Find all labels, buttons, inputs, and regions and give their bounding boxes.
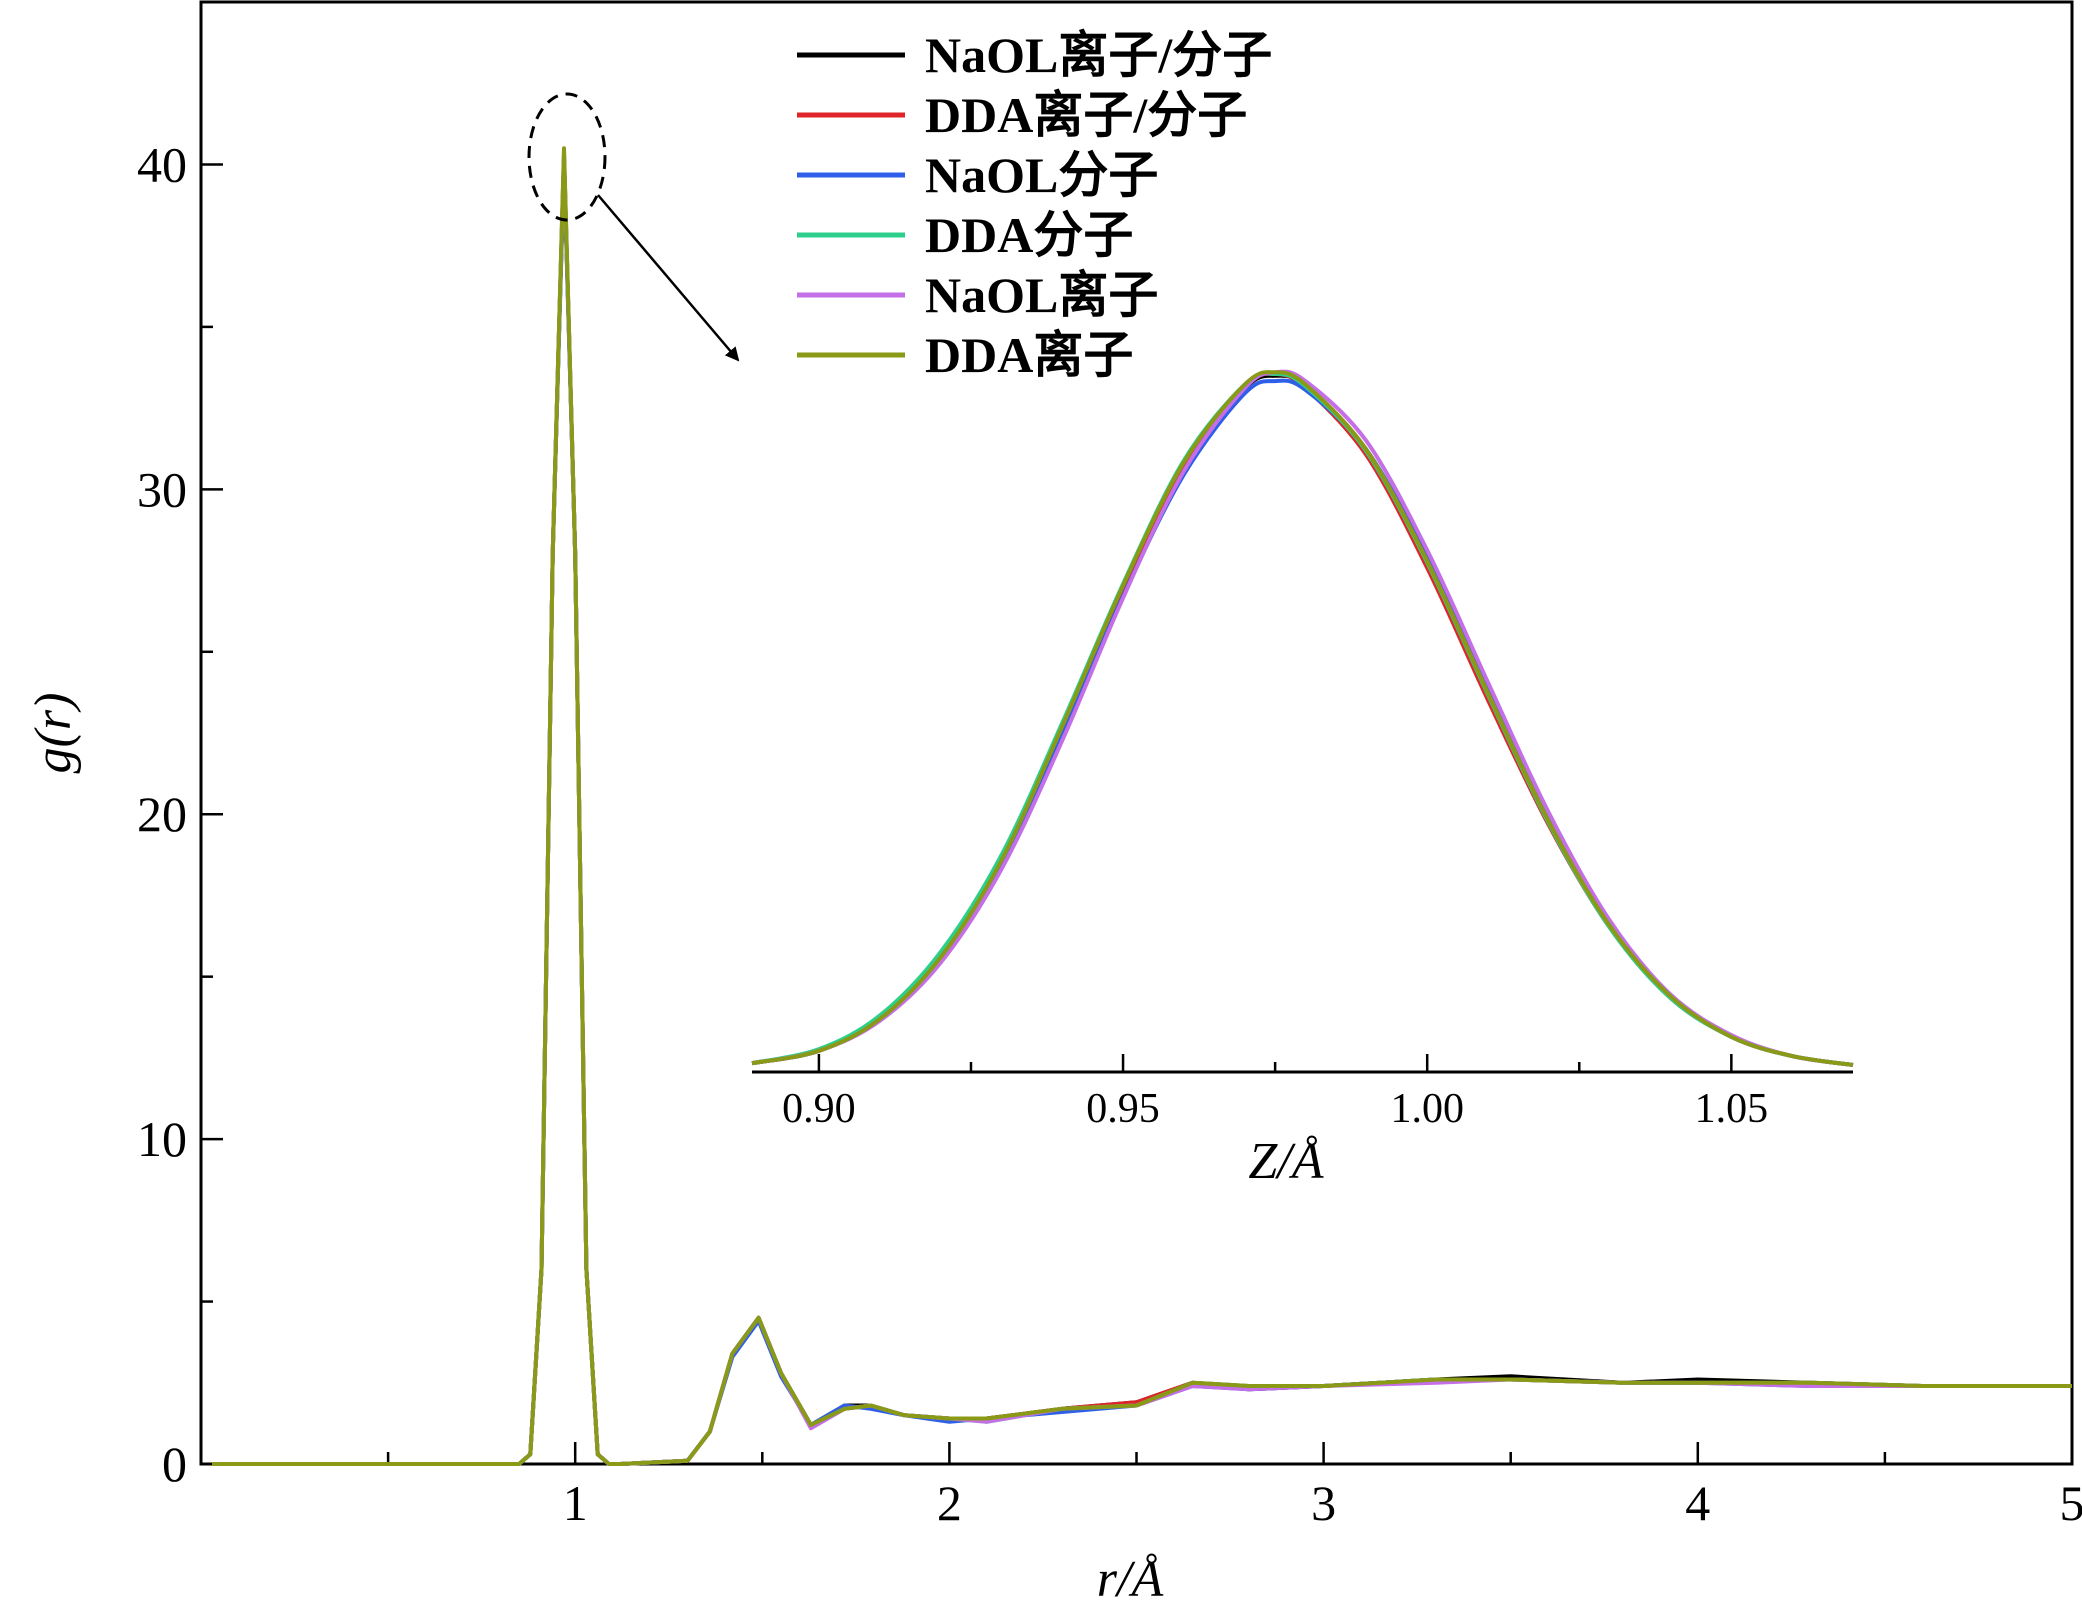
y-tick-label: 0 [162,1436,187,1492]
y-tick-label: 30 [137,461,187,517]
series-line [212,162,2072,1466]
series-line [212,152,2072,1466]
inset-x-tick-label: 1.05 [1695,1086,1769,1132]
y-tick-label: 10 [137,1111,187,1167]
series-line [212,155,2072,1466]
inset-series-line [751,371,1854,1067]
x-axis: 1 2 3 4 5 [386,1442,2082,1531]
series-line [212,152,2072,1466]
inset-series-line [751,370,1854,1067]
x-tick-label: 1 [563,1475,588,1531]
legend-label: DDA离子/分子 [925,87,1247,143]
x-tick-label: 2 [937,1475,962,1531]
inset-x-axis-title: Z/Å [1248,1133,1323,1190]
series-line [212,146,2072,1466]
x-tick-label: 5 [2060,1475,2082,1531]
legend-label: NaOL离子 [925,267,1158,323]
inset-series-line [751,369,1854,1067]
legend-label: DDA离子 [925,327,1133,383]
main-series-group [212,146,2072,1466]
inset-x-axis: 0.90 0.95 1.00 1.05 [782,1054,1768,1132]
y-tick-label: 20 [137,786,187,842]
legend-label: NaOL分子 [925,147,1158,203]
zoom-arrow [597,194,740,362]
legend-label: NaOL离子/分子 [925,27,1272,83]
inset-x-tick-label: 0.95 [1086,1086,1160,1132]
inset-series-line [751,371,1854,1067]
x-axis-title: r/Å [1097,1551,1164,1608]
inset-x-tick-label: 1.00 [1390,1086,1464,1132]
series-line [212,149,2072,1466]
y-axis: 0 10 20 30 40 [137,0,223,1492]
y-axis-title: g(r) [25,693,82,774]
inset-series-line [751,373,1854,1067]
x-tick-label: 3 [1311,1475,1336,1531]
inset-series-line [751,378,1854,1067]
x-tick-label: 4 [1685,1475,1710,1531]
inset-x-tick-label: 0.90 [782,1086,856,1132]
y-tick-label: 40 [137,136,187,192]
plot-frame [199,0,2074,1466]
inset-series-group [751,369,1854,1067]
peak-highlight-ellipse [527,92,607,222]
legend-label: DDA分子 [925,207,1133,263]
